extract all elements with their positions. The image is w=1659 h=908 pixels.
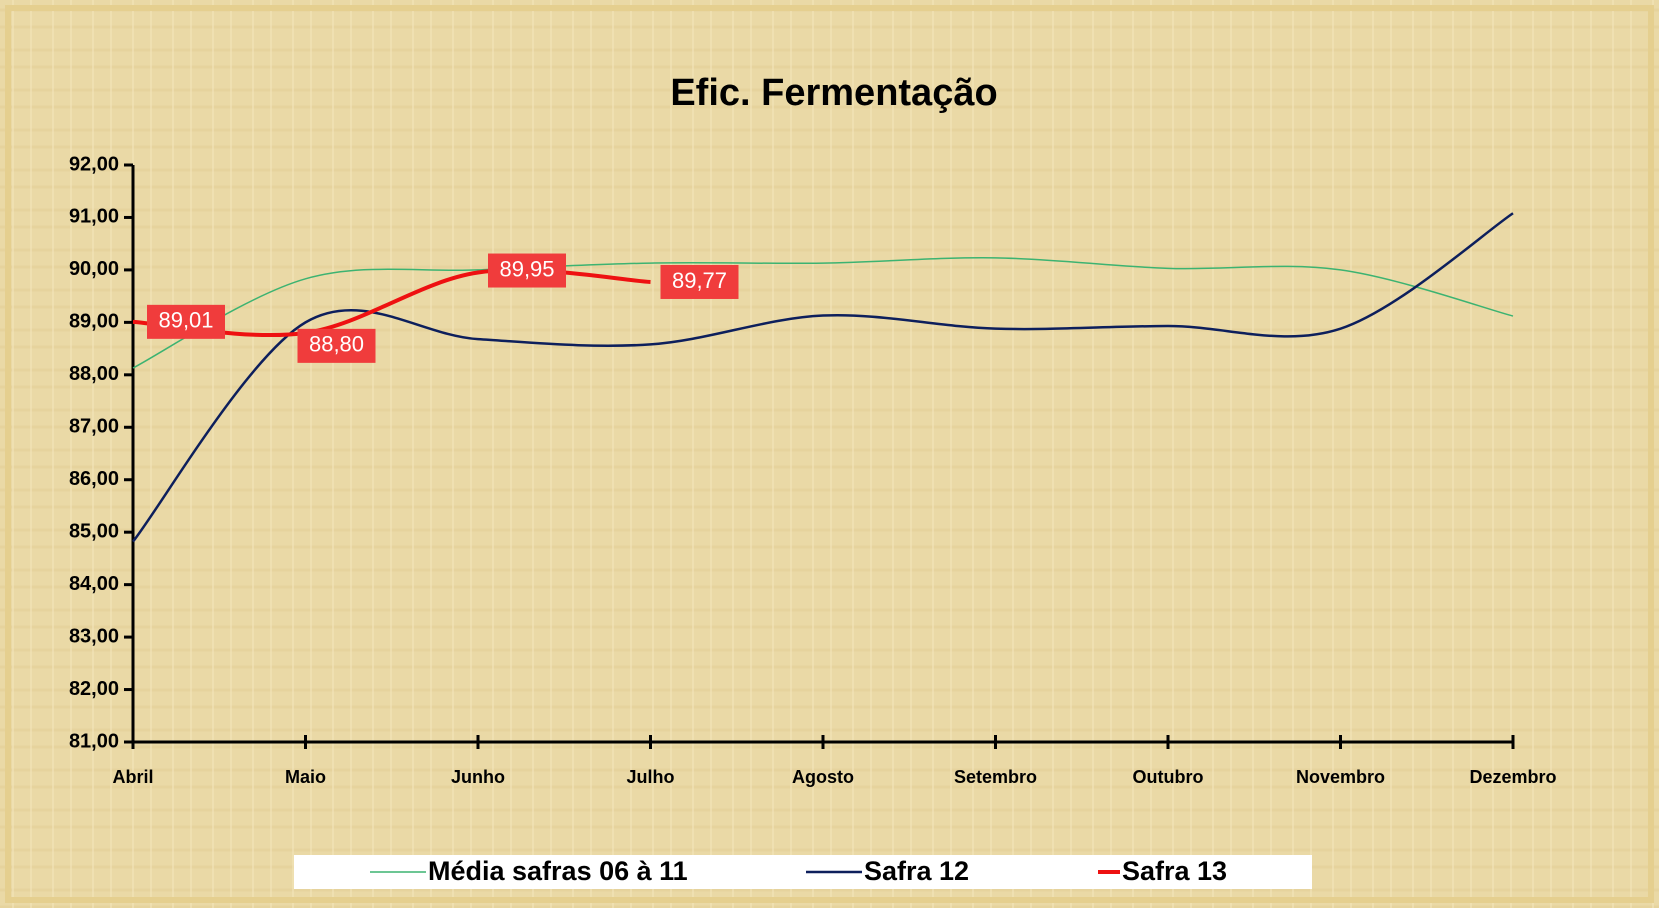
y-tick-label: 87,00: [69, 416, 119, 438]
y-tick-label: 84,00: [69, 573, 119, 595]
series-line: [132, 256, 1514, 369]
y-tick-label: 86,00: [69, 468, 119, 490]
x-tick-label: Junho: [451, 767, 505, 787]
frame: [5, 5, 1654, 903]
x-tick-label: Agosto: [792, 767, 854, 787]
x-tick-label: Maio: [285, 767, 326, 787]
y-tick-label: 91,00: [69, 206, 119, 228]
data-label-box: [147, 304, 225, 339]
data-label-box: [660, 264, 739, 299]
series-line: [132, 212, 1514, 543]
x-tick-label: Dezembro: [1469, 767, 1556, 787]
chart-title: Efic. Fermentação: [670, 72, 997, 114]
y-tick-label: 85,00: [69, 520, 119, 542]
x-tick-label: Outubro: [1133, 767, 1204, 787]
data-label-box: [297, 328, 376, 363]
y-tick-label: 89,00: [69, 311, 119, 333]
data-label: 89,01: [158, 308, 213, 333]
legend-label: Safra 13: [1122, 856, 1227, 886]
data-label-box: [488, 253, 566, 288]
x-tick-label: Julho: [627, 767, 675, 787]
legend-box: [294, 855, 1312, 889]
y-tick-label: 92,00: [69, 153, 119, 175]
data-label: 89,95: [499, 256, 554, 281]
x-tick-label: Abril: [112, 767, 153, 787]
data-label: 88,80: [309, 332, 364, 357]
legend-label: Média safras 06 à 11: [428, 856, 688, 886]
y-tick-label: 82,00: [69, 678, 119, 700]
y-tick-label: 88,00: [69, 363, 119, 385]
data-label: 89,77: [672, 268, 727, 293]
y-tick-label: 90,00: [69, 258, 119, 280]
x-tick-label: Novembro: [1296, 767, 1385, 787]
y-tick-label: 83,00: [69, 625, 119, 647]
y-tick-label: 81,00: [69, 730, 119, 752]
legend-label: Safra 12: [864, 856, 969, 886]
x-tick-label: Setembro: [954, 767, 1037, 787]
